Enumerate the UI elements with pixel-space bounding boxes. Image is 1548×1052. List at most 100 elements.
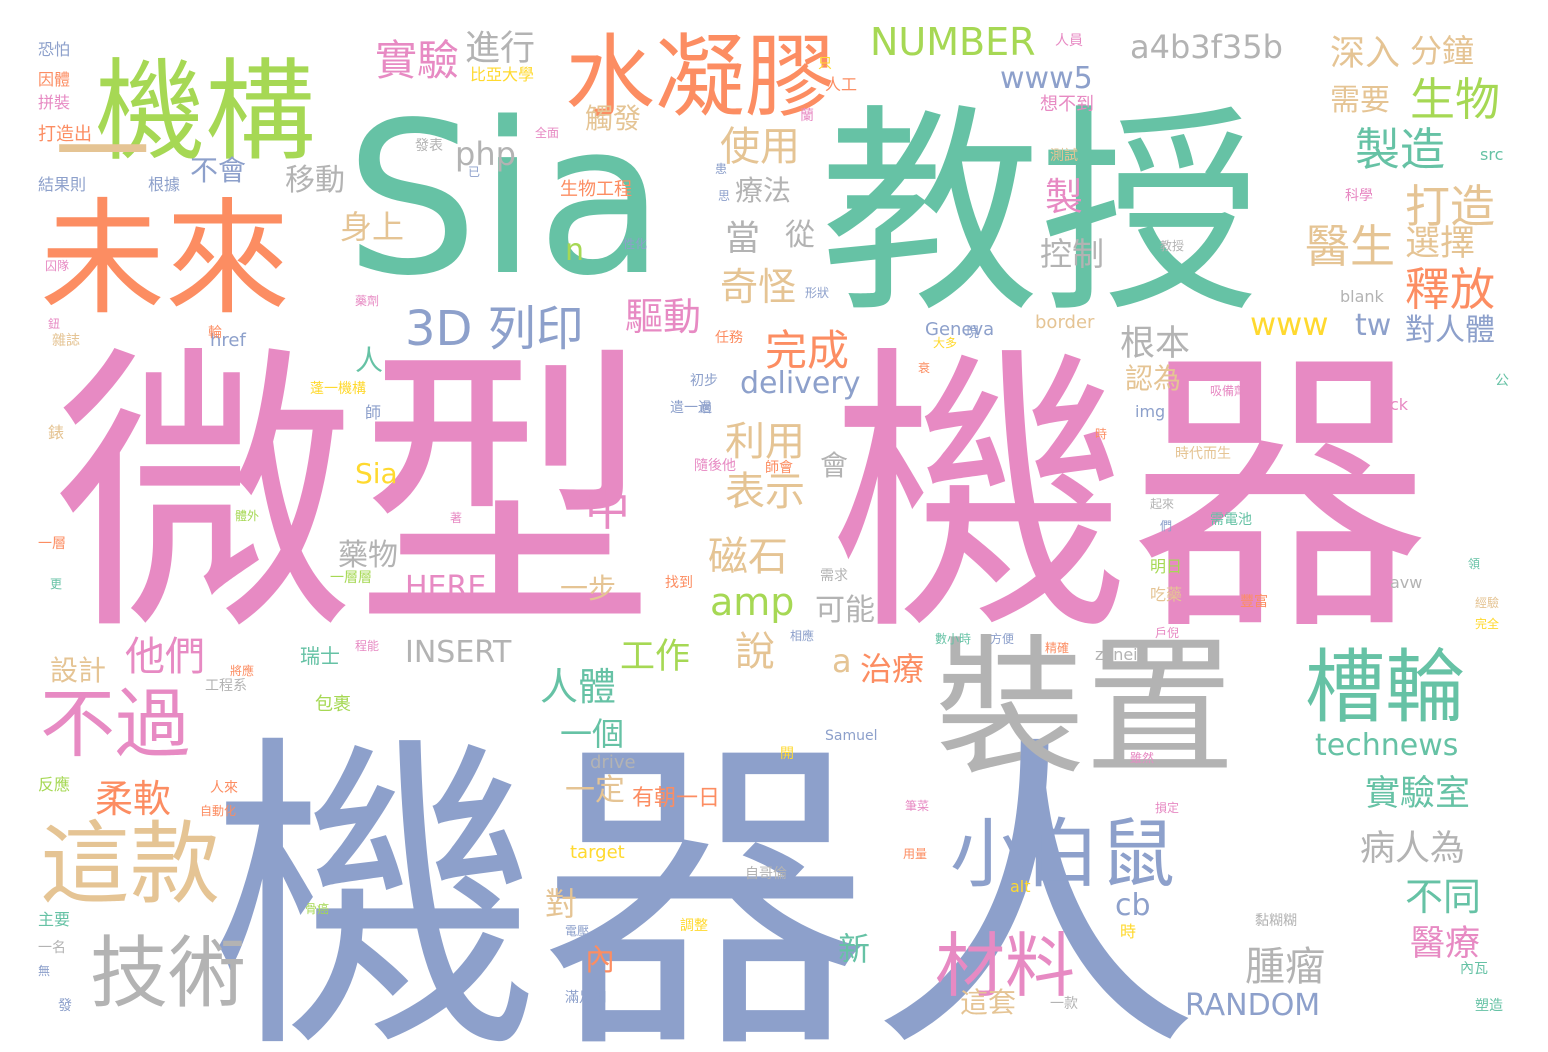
cloud-word: 根據 — [148, 175, 180, 194]
cloud-word: 說 — [735, 629, 775, 675]
cloud-word: 生物工程 — [560, 179, 632, 200]
cloud-word: 腫瘤 — [1245, 944, 1325, 990]
cloud-word: 一層層 — [330, 570, 372, 586]
cloud-word: 控制 — [1040, 235, 1104, 273]
cloud-word: 需要 — [1330, 83, 1390, 118]
cloud-word: 表示 — [725, 469, 805, 515]
cloud-word: 教授 — [1160, 238, 1184, 253]
cloud-word: 形狀 — [805, 286, 829, 300]
cloud-word: 一個 — [560, 715, 624, 753]
cloud-word: 瑞士 — [300, 644, 340, 668]
cloud-word: 遣一過 — [670, 400, 712, 416]
cloud-word: 經驗 — [1475, 596, 1499, 610]
cloud-word: 不同 — [1405, 875, 1481, 919]
cloud-word: Sia — [355, 457, 398, 490]
cloud-word: php — [455, 135, 516, 173]
cloud-word: 裝置 — [935, 622, 1235, 796]
cloud-word: 當 — [725, 219, 760, 259]
cloud-word: 槽輪 — [1305, 641, 1465, 734]
cloud-word: 著 — [450, 511, 462, 525]
cloud-word: 蓬一機構 — [310, 381, 366, 397]
cloud-word: 材料 — [935, 925, 1075, 1007]
cloud-word: Sia — [345, 77, 665, 322]
cloud-word: 方便 — [990, 631, 1014, 646]
cloud-word: 精確 — [1045, 640, 1069, 655]
cloud-word: 發表 — [415, 138, 443, 154]
cloud-word: 塑造 — [1475, 998, 1503, 1014]
cloud-word: 反應 — [38, 775, 70, 794]
cloud-word: 微型 — [55, 322, 655, 671]
cloud-word: 輪 — [208, 324, 222, 341]
cloud-word: www5 — [1000, 61, 1093, 96]
cloud-word: 設計 — [50, 654, 106, 687]
cloud-word: 師 — [365, 403, 381, 422]
cloud-word: 實驗 — [375, 36, 459, 85]
cloud-word: tw — [1355, 308, 1391, 343]
cloud-word: 衰 — [918, 360, 930, 375]
cloud-word: 測試 — [1050, 148, 1078, 164]
cloud-word: 因體 — [38, 70, 70, 89]
cloud-word: 公 — [1495, 373, 1509, 389]
cloud-word: target — [570, 842, 625, 863]
cloud-word: 機構 — [95, 48, 315, 176]
cloud-word: 不會 — [190, 154, 246, 187]
cloud-word: INSERT — [405, 635, 512, 670]
cloud-word: src — [1480, 145, 1503, 164]
cloud-word: zoneid — [1095, 645, 1148, 664]
cloud-word: RANDOM — [1185, 988, 1320, 1023]
cloud-word: 治療 — [860, 650, 924, 688]
cloud-word: 一步 — [560, 572, 616, 605]
cloud-word: 製 — [1045, 175, 1083, 219]
cloud-word: 結果則 — [38, 175, 86, 194]
cloud-word: 完全 — [1475, 616, 1499, 631]
cloud-word: 拼裝 — [38, 93, 70, 112]
cloud-word: 吃藥 — [1150, 585, 1182, 604]
cloud-word: drive — [590, 752, 636, 773]
cloud-word: 用量 — [903, 847, 927, 861]
cloud-word: Geneva — [925, 319, 994, 340]
cloud-word: 他們 — [125, 634, 205, 680]
cloud-word: a — [832, 642, 852, 680]
cloud-word: 中 — [585, 483, 630, 536]
cloud-word: 發 — [58, 998, 72, 1014]
cloud-word: 恐怕 — [38, 40, 70, 59]
cloud-word: 工程系 — [205, 678, 247, 694]
cloud-word: 蘭 — [800, 108, 814, 124]
cloud-word: 深入 — [1330, 34, 1400, 74]
cloud-word: href — [210, 330, 246, 351]
cloud-word: 任務 — [715, 330, 743, 346]
cloud-word: 機器人 — [210, 709, 1200, 1052]
cloud-word: 全面 — [535, 125, 559, 140]
cloud-word: 電壓 — [565, 924, 589, 938]
cloud-word: 教授 — [820, 86, 1260, 342]
cloud-word: 一款 — [1050, 996, 1078, 1012]
cloud-word: 新 — [838, 930, 870, 968]
cloud-word: avw — [1390, 573, 1422, 592]
cloud-word: 科學 — [1345, 188, 1373, 204]
cloud-word: 身上 — [340, 208, 404, 246]
cloud-word: 觸發 — [585, 102, 641, 135]
cloud-word: 骨癌 — [305, 901, 329, 916]
cloud-word: HERE — [405, 570, 486, 605]
cloud-word: 初步 — [690, 372, 718, 389]
cloud-word: 囚隊 — [45, 258, 69, 273]
cloud-word: Samuel — [825, 728, 877, 744]
cloud-word: 藥劑 — [355, 293, 379, 308]
cloud-word: cb — [1115, 888, 1151, 923]
cloud-word: 奇怪 — [720, 265, 796, 309]
cloud-word: www — [1250, 305, 1329, 343]
cloud-word: 數小時 — [935, 632, 971, 646]
cloud-word: 雜誌 — [52, 333, 80, 349]
cloud-word: 黏糊糊 — [1255, 913, 1297, 929]
cloud-word: 水凝膠 — [565, 25, 835, 130]
cloud-word: 完成 — [765, 326, 849, 375]
cloud-word: 時代而生 — [1175, 446, 1231, 462]
cloud-word: 領 — [1468, 556, 1480, 571]
cloud-word: 根本 — [1120, 324, 1190, 364]
cloud-word: 釋放 — [1405, 263, 1495, 316]
cloud-word: 一層 — [38, 536, 66, 552]
cloud-word: 性化 — [623, 237, 647, 251]
cloud-word: blank — [1340, 287, 1385, 306]
